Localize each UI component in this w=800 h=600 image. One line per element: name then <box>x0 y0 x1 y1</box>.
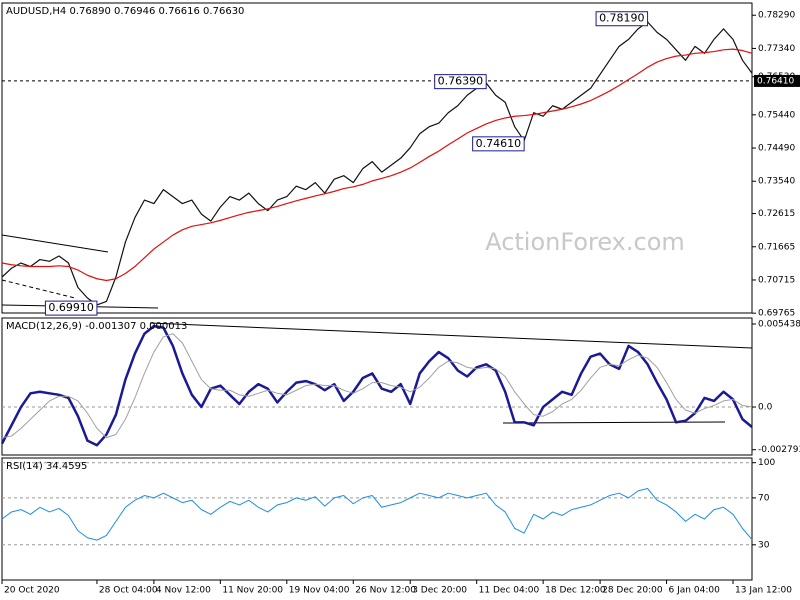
series-line <box>1 48 753 282</box>
panel-title: AUDUSD,H4 0.76890 0.76946 0.76616 0.7663… <box>6 6 244 17</box>
y-tick-label: -0.002793 <box>758 445 800 455</box>
y-tick-label: 0.005438 <box>758 319 800 329</box>
y-tick-label: 0.69765 <box>758 309 795 319</box>
x-tick-label: 20 Oct 2020 <box>4 586 60 596</box>
annotation-box <box>44 300 98 316</box>
y-tick-label: 0.72615 <box>758 209 795 219</box>
annotation-box <box>434 74 487 90</box>
y-tick-label: 0.70715 <box>758 275 795 285</box>
annotation-label: 0.78190 <box>599 12 645 25</box>
annotation-box <box>595 11 649 27</box>
x-tick-label: 11 Dec 04:00 <box>479 586 540 596</box>
x-tick-label: 28 Dec 20:00 <box>602 586 663 596</box>
x-tick-label: 4 Nov 12:00 <box>156 586 211 596</box>
panel-title: RSI(14) 34.4595 <box>6 461 87 472</box>
annotation-box <box>472 136 525 152</box>
series-line <box>1 333 753 439</box>
annotation-label: 0.76390 <box>438 75 484 88</box>
y-tick-label: 0.77340 <box>758 44 795 54</box>
y-tick-label: 0.0 <box>758 403 773 413</box>
series-line <box>1 21 753 306</box>
panel-title: MACD(12,26,9) -0.001307 0.000013 <box>6 321 187 332</box>
trend-line <box>1 234 109 253</box>
series-line <box>0 324 753 447</box>
annotation-label: 0.74610 <box>476 137 522 150</box>
x-tick-label: 26 Nov 12:00 <box>355 586 416 596</box>
level-label: 0.76410 <box>757 76 794 86</box>
x-tick-label: 18 Dec 12:00 <box>545 586 606 596</box>
trend-line <box>149 322 753 349</box>
x-tick-label: 11 Nov 20:00 <box>222 586 283 596</box>
series-line <box>1 488 753 541</box>
y-tick-label: 0.75440 <box>758 110 795 120</box>
annotation-label: 0.69910 <box>48 301 94 314</box>
x-tick-label: 3 Dec 20:00 <box>412 586 467 596</box>
level-label-box <box>754 74 800 87</box>
watermark: ActionForex.com <box>485 228 685 256</box>
x-tick-label: 13 Jan 12:00 <box>735 586 792 596</box>
trend-line <box>1 279 76 299</box>
y-tick-label: 30 <box>758 540 770 550</box>
x-tick-label: 28 Oct 04:00 <box>99 586 158 596</box>
y-tick-label: 100 <box>758 458 775 468</box>
x-tick-label: 6 Jan 04:00 <box>669 586 721 596</box>
x-tick-label: 19 Nov 04:00 <box>289 586 350 596</box>
y-tick-label: 0.74490 <box>758 144 795 154</box>
panel-frame <box>1 317 753 456</box>
panel-frame <box>1 2 753 314</box>
y-tick-label: 0.73540 <box>758 177 795 187</box>
trend-line <box>502 421 726 424</box>
y-tick-label: 70 <box>758 493 770 503</box>
y-tick-label: 0.71665 <box>758 242 795 252</box>
y-tick-label: 0.78290 <box>758 11 795 21</box>
